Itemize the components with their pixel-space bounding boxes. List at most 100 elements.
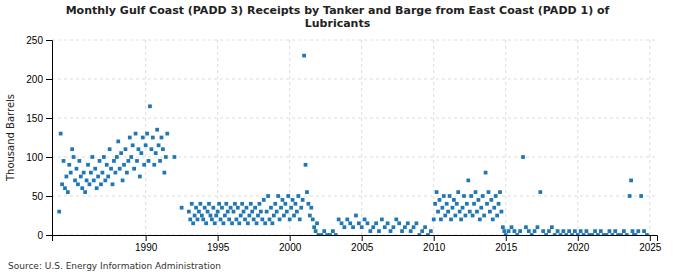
point (138, 175, 142, 179)
point (518, 229, 522, 233)
point (556, 229, 560, 233)
point (246, 221, 250, 225)
point (93, 167, 97, 171)
point (272, 214, 276, 218)
point (265, 210, 269, 214)
point (291, 198, 295, 202)
point (283, 202, 287, 206)
point (148, 104, 152, 108)
axis-line (53, 236, 658, 242)
point (154, 151, 158, 155)
point (515, 233, 519, 235)
point (446, 210, 450, 214)
tick-mark (506, 235, 507, 241)
point (455, 202, 459, 206)
point (151, 136, 155, 140)
point (278, 218, 282, 222)
point (294, 202, 298, 206)
point (305, 190, 309, 194)
point (190, 202, 194, 206)
point (436, 210, 440, 214)
chart: Monthly Gulf Coast (PADD 3) Receipts by … (0, 0, 675, 275)
point (162, 171, 166, 175)
point (495, 214, 499, 218)
point (279, 206, 283, 210)
point (282, 214, 286, 218)
point (322, 229, 326, 233)
point (487, 190, 491, 194)
point (452, 198, 456, 202)
point (103, 179, 107, 183)
point (201, 218, 205, 222)
point (403, 225, 407, 229)
point (263, 221, 267, 225)
tick-mark (46, 79, 52, 80)
point (304, 163, 308, 167)
point (102, 155, 106, 159)
point (219, 218, 223, 222)
point (622, 229, 626, 233)
point (115, 155, 119, 159)
point (360, 225, 364, 229)
point (439, 218, 443, 222)
tick: 2015 (495, 235, 518, 253)
point (223, 214, 227, 218)
point (435, 190, 439, 194)
point (412, 225, 416, 229)
point (209, 214, 213, 218)
point (200, 214, 204, 218)
point (366, 221, 370, 225)
plot: 1990199520002005201020152020202505010015… (26, 35, 662, 253)
tick: 2020 (567, 235, 590, 253)
point (461, 206, 465, 210)
point (494, 194, 498, 198)
point (165, 132, 169, 136)
point (247, 214, 251, 218)
point (164, 155, 168, 159)
point (474, 190, 478, 194)
point (383, 225, 387, 229)
point (432, 218, 436, 222)
point (561, 229, 565, 233)
point (312, 225, 316, 229)
point (440, 206, 444, 210)
point (187, 210, 191, 214)
point (235, 218, 239, 222)
point (95, 186, 99, 190)
point (158, 159, 162, 163)
point (593, 229, 597, 233)
title-line: Monthly Gulf Coast (PADD 3) Receipts by … (66, 4, 610, 17)
point (458, 210, 462, 214)
point (502, 229, 506, 233)
point (180, 206, 184, 210)
annotation: Source: U.S. Energy Information Administ… (8, 261, 221, 271)
point (198, 202, 202, 206)
point (207, 202, 211, 206)
tick: 0 (37, 230, 52, 241)
tick-label: 100 (26, 152, 43, 163)
tick-label: 2020 (567, 242, 590, 253)
point (245, 206, 249, 210)
point (409, 229, 413, 233)
point (256, 214, 260, 218)
point (443, 214, 447, 218)
point (109, 167, 113, 171)
tick: 2025 (639, 235, 662, 253)
point (236, 206, 240, 210)
point (628, 194, 632, 198)
point (377, 229, 381, 233)
point (448, 194, 452, 198)
point (157, 143, 161, 147)
point (211, 206, 215, 210)
point (173, 155, 177, 159)
point (253, 206, 257, 210)
grid-line-x (217, 40, 218, 235)
point (536, 225, 540, 229)
point (233, 202, 237, 206)
point (315, 221, 319, 225)
point (314, 229, 318, 233)
point (491, 218, 495, 222)
point (351, 225, 355, 229)
point (500, 210, 504, 214)
tick-mark (146, 235, 147, 241)
